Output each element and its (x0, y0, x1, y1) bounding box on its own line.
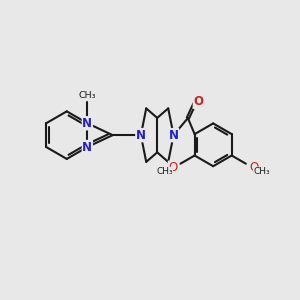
Text: O: O (168, 161, 177, 174)
Text: N: N (136, 129, 146, 142)
Text: N: N (82, 117, 92, 130)
Text: O: O (194, 95, 203, 108)
Text: CH₃: CH₃ (254, 167, 270, 176)
Text: CH₃: CH₃ (156, 167, 173, 176)
Text: N: N (82, 140, 92, 154)
Text: N: N (169, 129, 178, 142)
Text: O: O (249, 161, 258, 174)
Text: CH₃: CH₃ (79, 92, 96, 100)
